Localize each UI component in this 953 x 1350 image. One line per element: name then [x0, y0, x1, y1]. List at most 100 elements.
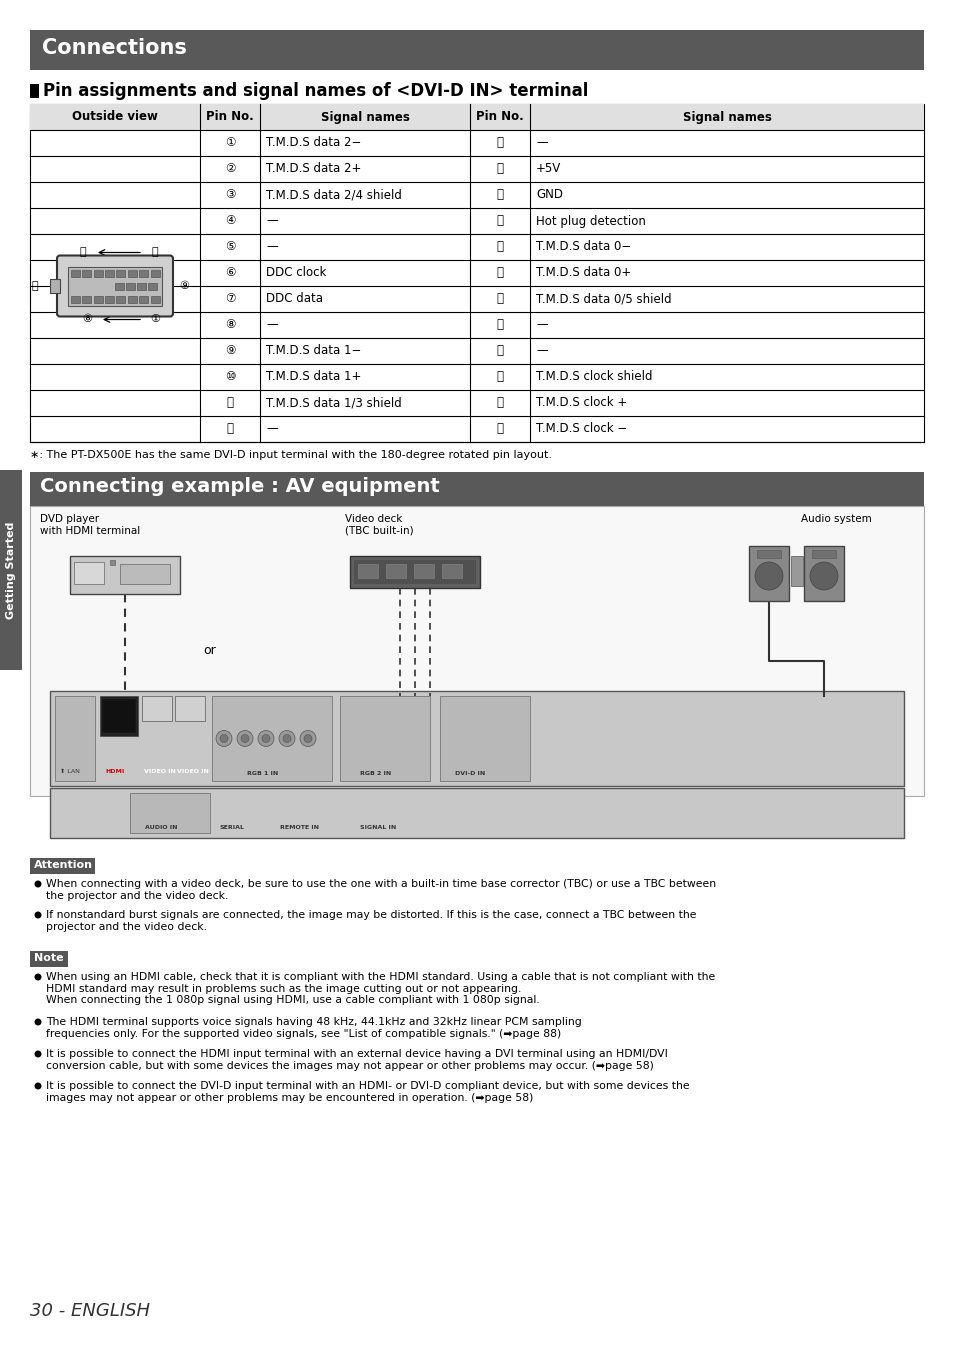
Text: ⑮: ⑮ — [496, 189, 503, 201]
Circle shape — [34, 1018, 42, 1026]
Bar — [82, 270, 91, 277]
Bar — [811, 549, 835, 558]
Bar — [71, 296, 80, 302]
FancyBboxPatch shape — [57, 255, 172, 316]
Text: ⬆ LAN: ⬆ LAN — [60, 769, 80, 774]
Text: ⑥: ⑥ — [225, 266, 235, 279]
Text: ㉑: ㉑ — [496, 344, 503, 358]
Text: When connecting with a video deck, be sure to use the one with a built-in time b: When connecting with a video deck, be su… — [46, 879, 716, 900]
Bar — [151, 270, 159, 277]
Text: T.M.D.S data 0+: T.M.D.S data 0+ — [536, 266, 631, 279]
Text: DVI-D IN: DVI-D IN — [455, 771, 485, 776]
Text: —: — — [266, 319, 277, 332]
Text: T.M.D.S data 0/5 shield: T.M.D.S data 0/5 shield — [536, 293, 671, 305]
Text: It is possible to connect the HDMI input terminal with an external device having: It is possible to connect the HDMI input… — [46, 1049, 667, 1071]
Text: ②: ② — [225, 162, 235, 176]
Text: DDC clock: DDC clock — [266, 266, 326, 279]
Circle shape — [283, 734, 291, 743]
Text: ⑱: ⑱ — [152, 247, 158, 258]
Text: ⑩: ⑩ — [225, 370, 235, 383]
Text: ⑧: ⑧ — [82, 315, 91, 324]
Text: Pin No.: Pin No. — [206, 111, 253, 123]
Bar — [350, 556, 479, 589]
Text: ⑯: ⑯ — [496, 215, 503, 228]
Bar — [30, 30, 923, 70]
Circle shape — [236, 730, 253, 747]
Text: DDC data: DDC data — [266, 293, 323, 305]
Text: REMOTE IN: REMOTE IN — [280, 825, 318, 830]
Bar — [148, 282, 157, 289]
Text: ⑱: ⑱ — [496, 266, 503, 279]
Bar — [82, 296, 91, 302]
Text: When using an HDMI cable, check that it is compliant with the HDMI standard. Usi: When using an HDMI cable, check that it … — [46, 972, 715, 1006]
Bar — [100, 697, 138, 736]
Text: ㉔: ㉔ — [80, 247, 86, 258]
Text: SIGNAL IN: SIGNAL IN — [359, 825, 395, 830]
Bar — [30, 859, 95, 873]
Text: ⑨: ⑨ — [225, 344, 235, 358]
Text: T.M.D.S data 1/3 shield: T.M.D.S data 1/3 shield — [266, 397, 401, 409]
Bar — [30, 104, 923, 130]
Bar — [68, 266, 162, 305]
Text: HDMI: HDMI — [105, 769, 124, 774]
Bar — [386, 564, 406, 578]
Bar — [50, 691, 903, 786]
Circle shape — [34, 880, 42, 887]
Bar — [71, 270, 80, 277]
Text: Signal names: Signal names — [320, 111, 409, 123]
Bar — [757, 549, 781, 558]
Text: ⑬: ⑬ — [496, 136, 503, 150]
Text: SERIAL: SERIAL — [220, 825, 245, 830]
Text: or: or — [203, 644, 216, 657]
Text: T.M.D.S data 2/4 shield: T.M.D.S data 2/4 shield — [266, 189, 401, 201]
Bar — [50, 279, 60, 293]
Text: T.M.D.S data 1+: T.M.D.S data 1+ — [266, 370, 361, 383]
Circle shape — [304, 734, 312, 743]
Text: —: — — [536, 319, 547, 332]
Text: Outside view: Outside view — [72, 111, 158, 123]
Bar — [414, 564, 434, 578]
Bar — [116, 296, 126, 302]
Text: VIDEO IN: VIDEO IN — [177, 769, 209, 774]
Circle shape — [220, 734, 228, 743]
Text: ㉓: ㉓ — [496, 397, 503, 409]
Text: —: — — [536, 136, 547, 150]
Text: ⑳: ⑳ — [496, 319, 503, 332]
Text: ①: ① — [150, 315, 160, 324]
Bar — [74, 562, 104, 585]
Bar — [30, 104, 923, 441]
Text: —: — — [536, 344, 547, 358]
Text: +5V: +5V — [536, 162, 560, 176]
Text: Audio system: Audio system — [801, 514, 871, 524]
Bar — [55, 697, 95, 782]
Circle shape — [34, 1083, 42, 1089]
Bar — [151, 296, 159, 302]
Circle shape — [257, 730, 274, 747]
Text: T.M.D.S data 1−: T.M.D.S data 1− — [266, 344, 361, 358]
Text: RGB 1 IN: RGB 1 IN — [247, 771, 278, 776]
Text: ⑤: ⑤ — [225, 240, 235, 254]
Text: ⑲: ⑲ — [496, 293, 503, 305]
Bar — [30, 506, 923, 796]
Bar — [116, 270, 126, 277]
Text: T.M.D.S data 2−: T.M.D.S data 2− — [266, 136, 361, 150]
Text: ⑰: ⑰ — [496, 240, 503, 254]
Bar — [439, 697, 530, 782]
Bar — [115, 282, 124, 289]
Text: RGB 2 IN: RGB 2 IN — [359, 771, 391, 776]
Text: Pin assignments and signal names of <DVI-D IN> terminal: Pin assignments and signal names of <DVI… — [43, 82, 588, 100]
Bar — [357, 564, 377, 578]
Bar — [748, 545, 788, 601]
Bar — [130, 792, 210, 833]
Circle shape — [215, 730, 232, 747]
Text: ∗: The PT-DX500E has the same DVI-D input terminal with the 180-degree rotated p: ∗: The PT-DX500E has the same DVI-D inpu… — [30, 450, 552, 460]
Text: ⑨: ⑨ — [179, 281, 189, 292]
Text: ⑧: ⑧ — [225, 319, 235, 332]
Bar — [139, 296, 148, 302]
Circle shape — [241, 734, 249, 743]
Bar — [441, 564, 461, 578]
Circle shape — [809, 562, 837, 590]
Bar — [105, 270, 114, 277]
Text: 30 - ENGLISH: 30 - ENGLISH — [30, 1301, 150, 1320]
Bar — [339, 697, 430, 782]
